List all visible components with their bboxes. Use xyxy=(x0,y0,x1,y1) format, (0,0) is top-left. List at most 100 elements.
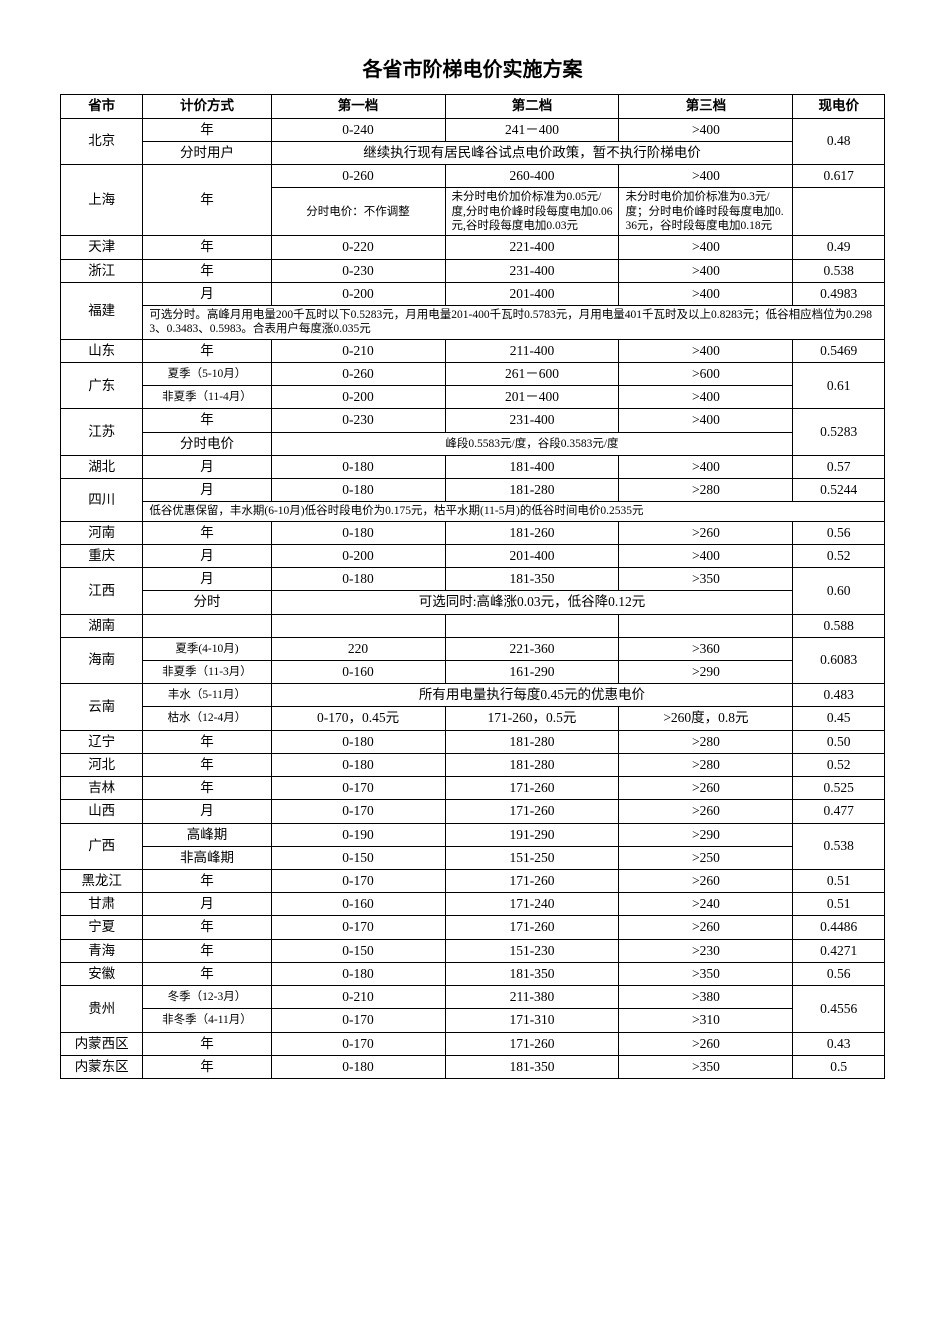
table-row: 江苏 年 0-230 231-400 >400 0.5283 xyxy=(61,409,885,432)
table-row: 可选分时。高峰月用电量200千瓦时以下0.5283元，月用电量201-400千瓦… xyxy=(61,306,885,340)
cell-tier2: 151-250 xyxy=(445,846,619,869)
cell-tier1: 0-180 xyxy=(271,753,445,776)
cell-tier3: >350 xyxy=(619,1055,793,1078)
table-row: 重庆 月 0-200 201-400 >400 0.52 xyxy=(61,544,885,567)
table-row: 低谷优惠保留，丰水期(6-10月)低谷时段电价为0.175元，枯平水期(11-5… xyxy=(61,502,885,521)
table-row: 上海 年 0-260 260-400 >400 0.617 xyxy=(61,165,885,188)
cell-price: 0.538 xyxy=(793,259,885,282)
cell-note: 可选同时:高峰涨0.03元，低谷降0.12元 xyxy=(271,591,793,614)
cell-price: 0.5283 xyxy=(793,409,885,455)
cell-price: 0.61 xyxy=(793,363,885,409)
cell-method: 月 xyxy=(143,282,271,305)
cell-tier3: >380 xyxy=(619,986,793,1009)
cell-province: 甘肃 xyxy=(61,893,143,916)
cell-tier1: 0-150 xyxy=(271,846,445,869)
cell-price: 0.51 xyxy=(793,893,885,916)
cell-tier3: >260 xyxy=(619,800,793,823)
cell-price: 0.4556 xyxy=(793,986,885,1032)
cell-tier2: 181-400 xyxy=(445,455,619,478)
cell-method: 非高峰期 xyxy=(143,846,271,869)
cell-tier2: 171-260 xyxy=(445,916,619,939)
cell-tier3: >350 xyxy=(619,568,793,591)
cell-province: 内蒙东区 xyxy=(61,1055,143,1078)
cell-tier2: 241－400 xyxy=(445,118,619,141)
cell-method: 夏季（5-10月） xyxy=(143,363,271,386)
cell-method: 高峰期 xyxy=(143,823,271,846)
cell-province: 湖南 xyxy=(61,614,143,637)
header-tier1: 第一档 xyxy=(271,95,445,118)
table-row: 分时用户 继续执行现有居民峰谷试点电价政策，暂不执行阶梯电价 xyxy=(61,141,885,164)
cell-price: 0.56 xyxy=(793,962,885,985)
cell-method: 夏季(4-10月) xyxy=(143,637,271,660)
cell-tier3: >400 xyxy=(619,118,793,141)
cell-note: 继续执行现有居民峰谷试点电价政策，暂不执行阶梯电价 xyxy=(271,141,793,164)
cell-tier1: 0-260 xyxy=(271,165,445,188)
header-tier3: 第三档 xyxy=(619,95,793,118)
cell-tier2: 171-260 xyxy=(445,777,619,800)
cell-method: 年 xyxy=(143,916,271,939)
cell-tier3: >350 xyxy=(619,962,793,985)
cell-tier3: >230 xyxy=(619,939,793,962)
header-province: 省市 xyxy=(61,95,143,118)
cell-price: 0.51 xyxy=(793,869,885,892)
table-row: 非高峰期 0-150 151-250 >250 xyxy=(61,846,885,869)
cell-tier2: 231-400 xyxy=(445,409,619,432)
cell-tier3: >240 xyxy=(619,893,793,916)
cell-tier3: >260 xyxy=(619,916,793,939)
cell-method: 年 xyxy=(143,259,271,282)
cell-note: 峰段0.5583元/度，谷段0.3583元/度 xyxy=(271,432,793,455)
cell-method: 分时电价 xyxy=(143,432,271,455)
cell-tier2: 171-260 xyxy=(445,869,619,892)
cell-method: 年 xyxy=(143,962,271,985)
cell-price: 0.617 xyxy=(793,165,885,188)
cell-tier3: >400 xyxy=(619,165,793,188)
cell-province: 吉林 xyxy=(61,777,143,800)
table-row: 非夏季（11-3月） 0-160 161-290 >290 xyxy=(61,661,885,684)
cell-method: 分时 xyxy=(143,591,271,614)
cell-tier2: 181-280 xyxy=(445,730,619,753)
cell-tier2: 171-260 xyxy=(445,800,619,823)
price-table: 省市 计价方式 第一档 第二档 第三档 现电价 北京 年 0-240 241－4… xyxy=(60,94,885,1079)
cell-method: 丰水（5-11月） xyxy=(143,684,271,707)
cell-tier2: 201－400 xyxy=(445,386,619,409)
cell-tier2: 181-350 xyxy=(445,568,619,591)
cell-province: 青海 xyxy=(61,939,143,962)
cell-province: 福建 xyxy=(61,282,143,339)
table-row: 天津 年 0-220 221-400 >400 0.49 xyxy=(61,236,885,259)
cell-province: 重庆 xyxy=(61,544,143,567)
table-row: 安徽 年 0-180 181-350 >350 0.56 xyxy=(61,962,885,985)
cell-tier1: 0-170 xyxy=(271,1032,445,1055)
cell-tier1: 0-170 xyxy=(271,916,445,939)
cell-province: 内蒙西区 xyxy=(61,1032,143,1055)
cell-price: 0.60 xyxy=(793,568,885,614)
cell-tier2: 171-260，0.5元 xyxy=(445,707,619,730)
table-row: 河北 年 0-180 181-280 >280 0.52 xyxy=(61,753,885,776)
cell-province: 云南 xyxy=(61,684,143,730)
cell-tier2: 231-400 xyxy=(445,259,619,282)
cell-tier1: 0-180 xyxy=(271,455,445,478)
cell-tier3: >250 xyxy=(619,846,793,869)
cell-tier2: 211-400 xyxy=(445,339,619,362)
table-row: 浙江 年 0-230 231-400 >400 0.538 xyxy=(61,259,885,282)
cell-tier2: 181-280 xyxy=(445,753,619,776)
cell-tier2: 未分时电价加价标准为0.05元/度,分时电价峰时段每度电加0.06元,谷时段每度… xyxy=(445,188,619,236)
cell-price: 0.52 xyxy=(793,753,885,776)
cell-method: 月 xyxy=(143,800,271,823)
cell-note: 所有用电量执行每度0.45元的优惠电价 xyxy=(271,684,793,707)
cell-tier3: >400 xyxy=(619,236,793,259)
cell-price: 0.477 xyxy=(793,800,885,823)
cell-province: 安徽 xyxy=(61,962,143,985)
cell-method: 年 xyxy=(143,118,271,141)
cell-tier2: 171-310 xyxy=(445,1009,619,1032)
cell-method: 年 xyxy=(143,339,271,362)
cell-province: 北京 xyxy=(61,118,143,164)
cell-tier1: 0-170 xyxy=(271,1009,445,1032)
table-row: 分时电价 峰段0.5583元/度，谷段0.3583元/度 xyxy=(61,432,885,455)
cell-method: 年 xyxy=(143,939,271,962)
table-row: 内蒙东区 年 0-180 181-350 >350 0.5 xyxy=(61,1055,885,1078)
cell-method: 月 xyxy=(143,479,271,502)
cell-province: 广西 xyxy=(61,823,143,869)
cell-province: 黑龙江 xyxy=(61,869,143,892)
cell-tier1: 0-230 xyxy=(271,409,445,432)
cell-method: 月 xyxy=(143,544,271,567)
